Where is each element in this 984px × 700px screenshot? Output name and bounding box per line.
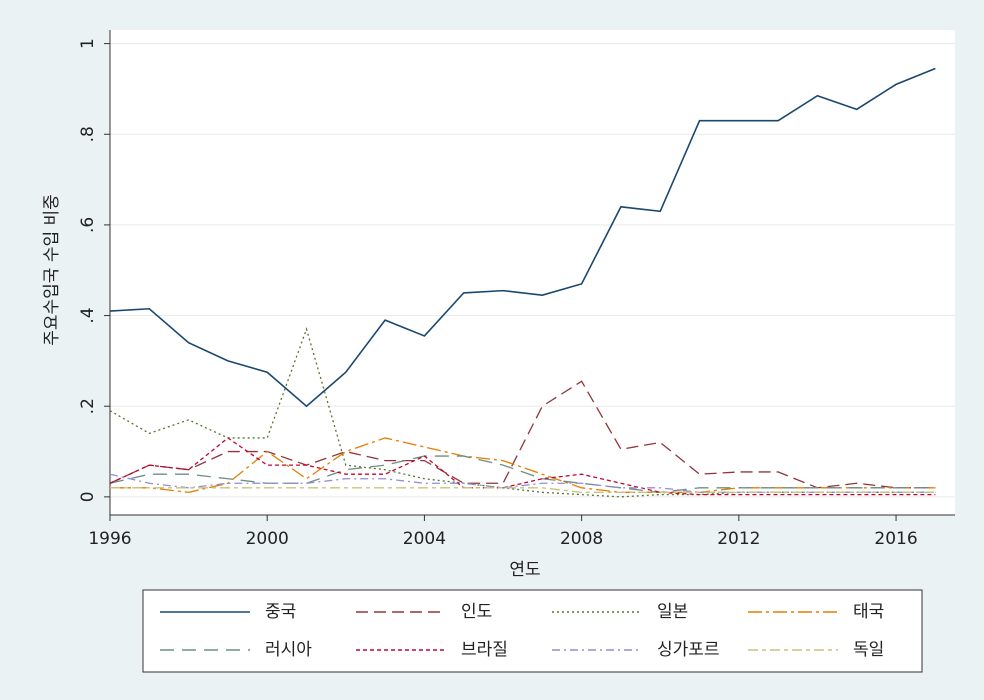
legend-label: 일본 — [657, 602, 688, 622]
y-tick-label: .4 — [78, 307, 98, 323]
legend-label: 태국 — [853, 602, 884, 622]
x-axis-label: 연도 — [509, 560, 540, 580]
x-tick-label: 2000 — [246, 529, 289, 549]
series-line — [109, 437, 936, 496]
series-line — [109, 67, 936, 408]
legend-label: 러시아 — [265, 640, 312, 660]
y-tick-label: .6 — [78, 217, 98, 233]
x-tick-label: 2008 — [560, 529, 603, 549]
x-tick-label: 2004 — [403, 529, 446, 549]
legend-label: 인도 — [461, 602, 492, 622]
legend-label: 중국 — [265, 602, 296, 622]
x-tick-label: 2016 — [874, 529, 917, 549]
series-line — [110, 487, 936, 493]
y-tick-label: .2 — [78, 398, 98, 414]
legend-label: 브라질 — [461, 640, 508, 660]
y-tick-label: .8 — [78, 126, 98, 142]
legend-label: 독일 — [853, 640, 884, 660]
legend — [142, 589, 923, 673]
y-axis-label: 주요수입국 수입 비중 — [42, 194, 62, 346]
series-line — [110, 437, 936, 493]
plot-area — [110, 30, 955, 515]
y-tick-label: 0 — [78, 491, 98, 502]
x-tick-label: 2012 — [717, 529, 760, 549]
x-tick-label: 1996 — [88, 529, 131, 549]
y-tick-label: 1 — [78, 38, 98, 49]
series-line — [109, 455, 936, 493]
legend-label: 싱가포르 — [657, 640, 720, 660]
